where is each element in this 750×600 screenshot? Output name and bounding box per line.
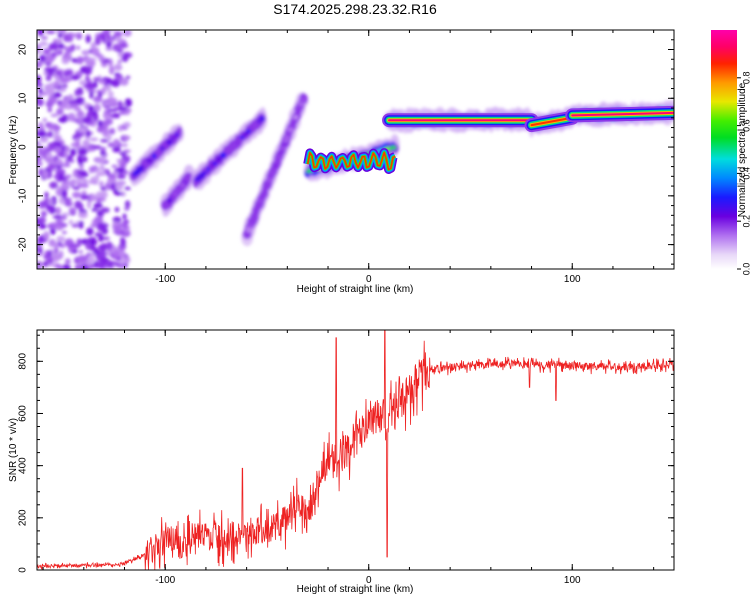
- snr-xtick-label: -100: [155, 575, 175, 586]
- snr-ytick-label: 0: [18, 567, 29, 573]
- colorbar: 0.0 0.2 0.4 0.6 0.8 Normalized spectral ampl…: [711, 30, 750, 275]
- spec-ytick-label: -10: [18, 188, 29, 203]
- figure-title: S174.2025.298.23.32.R16: [273, 1, 437, 17]
- spectral-segment-ramp-1b: [159, 164, 196, 217]
- colorbar-tick-label: 0.2: [741, 215, 750, 228]
- spec-ytick-label: 0: [18, 144, 29, 150]
- snr-ytick-label: 200: [18, 509, 29, 526]
- colorbar-tick-label: 0.0: [741, 263, 750, 276]
- spectrogram-blobs: [37, 30, 674, 269]
- colorbar-ticks: 0.0 0.2 0.4 0.6 0.8: [737, 72, 750, 276]
- snr-xtick-label: 100: [564, 575, 581, 586]
- spectrogram-x-label: Height of straight line (km): [297, 284, 414, 295]
- colorbar-gradient: [711, 30, 737, 269]
- snr-ticks: -100 0 100 0 200 400 600 800: [18, 330, 674, 586]
- spectrogram-y-label: Frequency (Hz): [8, 116, 19, 185]
- spec-xtick-label: -100: [155, 274, 175, 285]
- snr-ytick-label: 400: [18, 457, 29, 474]
- snr-panel: -100 0 100 0 200 400 600 800 Height of straight…: [8, 329, 675, 595]
- colorbar-tick-label: 0.8: [741, 72, 750, 85]
- snr-ytick-label: 800: [18, 353, 29, 370]
- colorbar-tick-label: 0.6: [741, 119, 750, 132]
- snr-y-label: SNR (10 * v/v): [8, 418, 19, 482]
- colorbar-tick-label: 0.4: [741, 167, 750, 180]
- spec-ytick-label: 10: [18, 92, 29, 104]
- snr-ytick-label: 600: [18, 405, 29, 422]
- snr-xtick-label: 0: [366, 575, 372, 586]
- spectrogram-heatmap: [37, 30, 674, 269]
- snr-series-line: [37, 330, 674, 570]
- spectrogram-frame: [36, 29, 675, 270]
- spec-ytick-label: -20: [18, 237, 29, 252]
- spectral-segment-ramp-3: [241, 92, 309, 247]
- spectral-segment-ramp-2: [191, 106, 268, 191]
- spectral-segment-ramp-1: [128, 123, 185, 187]
- spec-ytick-label: 20: [18, 44, 29, 56]
- colorbar-label: Normalized spectral amplitude: [737, 82, 748, 217]
- spectral-segment-noise: [37, 30, 133, 269]
- snr-frame: [36, 329, 675, 571]
- snr-x-label: Height of straight line (km): [297, 584, 414, 595]
- spec-xtick-label: 100: [564, 274, 581, 285]
- spectral-bands-core: [303, 105, 674, 174]
- spec-xtick-label: 0: [366, 274, 372, 285]
